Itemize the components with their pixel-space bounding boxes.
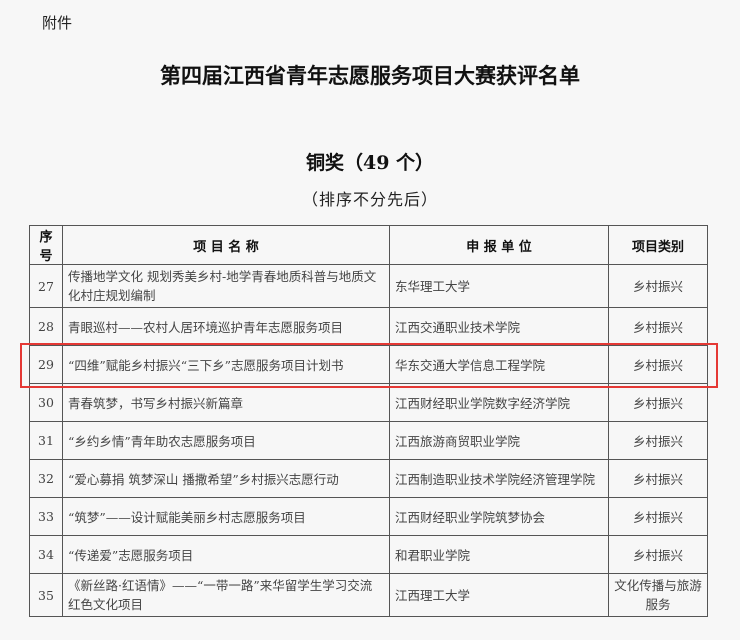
project-category: 乡村振兴 (608, 345, 708, 384)
document-title: 第四届江西省青年志愿服务项目大赛获评名单 (160, 63, 580, 88)
applicant-unit: 江西理工大学 (389, 573, 609, 617)
project-name: “四维”赋能乡村振兴“三下乡”志愿服务项目计划书 (62, 345, 390, 384)
attachment-label: 附件 (42, 14, 73, 32)
project-name: 《新丝路·红语情》——“一带一路”来华留学生学习交流红色文化项目 (62, 573, 390, 617)
project-name: “筑梦”——设计赋能美丽乡村志愿服务项目 (62, 497, 390, 536)
table-row: 32 “爱心募捐 筑梦深山 播撒希望”乡村振兴志愿行动 江西制造职业技术学院经济管理… (29, 459, 708, 498)
applicant-unit: 江西制造职业技术学院经济管理学院 (389, 459, 609, 498)
applicant-unit: 江西交通职业技术学院 (389, 307, 609, 346)
row-number: 27 (29, 264, 63, 308)
row-number: 30 (29, 383, 63, 422)
project-category: 乡村振兴 (608, 535, 708, 574)
project-name: “爱心募捐 筑梦深山 播撒希望”乡村振兴志愿行动 (62, 459, 390, 498)
row-number: 32 (29, 459, 63, 498)
project-category: 乡村振兴 (608, 459, 708, 498)
table-row: 28 青眼巡村——农村人居环境巡护青年志愿服务项目 江西交通职业技术学院 乡村振兴 (29, 307, 708, 346)
project-name: “传递爱”志愿服务项目 (62, 535, 390, 574)
applicant-unit: 江西旅游商贸职业学院 (389, 421, 609, 460)
header-unit: 申 报 单 位 (389, 225, 609, 265)
applicant-unit: 东华理工大学 (389, 264, 609, 308)
applicant-unit: 江西财经职业学院筑梦协会 (389, 497, 609, 536)
table-row: 31 “乡约乡情”青年助农志愿服务项目 江西旅游商贸职业学院 乡村振兴 (29, 421, 708, 460)
table-row: 29 “四维”赋能乡村振兴“三下乡”志愿服务项目计划书 华东交通大学信息工程学院 乡村… (29, 345, 708, 384)
row-number: 35 (29, 573, 63, 617)
table-row: 30 青春筑梦，书写乡村振兴新篇章 江西财经职业学院数字经济学院 乡村振兴 (29, 383, 708, 422)
project-category: 乡村振兴 (608, 264, 708, 308)
header-number: 序号 (29, 225, 63, 265)
table-header-row: 序号 项 目 名 称 申 报 单 位 项目类别 (29, 225, 708, 265)
row-number: 33 (29, 497, 63, 536)
applicant-unit: 江西财经职业学院数字经济学院 (389, 383, 609, 422)
project-category: 乡村振兴 (608, 307, 708, 346)
row-number: 29 (29, 345, 63, 384)
table-row: 27 传播地学文化 规划秀美乡村-地学青春地质科普与地质文化村庄规划编制 东华理工大… (29, 264, 708, 308)
table-row: 35 《新丝路·红语情》——“一带一路”来华留学生学习交流红色文化项目 江西理工大学… (29, 573, 708, 617)
award-heading: 铜奖（49 个） (305, 152, 435, 174)
project-category: 文化传播与旅游服务 (608, 573, 708, 617)
project-category: 乡村振兴 (608, 383, 708, 422)
order-note: （排序不分先后） (301, 190, 438, 209)
applicant-unit: 华东交通大学信息工程学院 (389, 345, 609, 384)
header-category: 项目类别 (608, 225, 708, 265)
project-name: 青春筑梦，书写乡村振兴新篇章 (62, 383, 390, 422)
project-name: 传播地学文化 规划秀美乡村-地学青春地质科普与地质文化村庄规划编制 (62, 264, 390, 308)
row-number: 31 (29, 421, 63, 460)
award-table: 序号 项 目 名 称 申 报 单 位 项目类别 27 传播地学文化 规划秀美乡村-… (29, 225, 708, 617)
project-name: 青眼巡村——农村人居环境巡护青年志愿服务项目 (62, 307, 390, 346)
table-row: 33 “筑梦”——设计赋能美丽乡村志愿服务项目 江西财经职业学院筑梦协会 乡村振兴 (29, 497, 708, 536)
row-number: 34 (29, 535, 63, 574)
header-project-name: 项 目 名 称 (62, 225, 390, 265)
applicant-unit: 和君职业学院 (389, 535, 609, 574)
project-category: 乡村振兴 (608, 421, 708, 460)
project-name: “乡约乡情”青年助农志愿服务项目 (62, 421, 390, 460)
project-category: 乡村振兴 (608, 497, 708, 536)
table-row: 34 “传递爱”志愿服务项目 和君职业学院 乡村振兴 (29, 535, 708, 574)
row-number: 28 (29, 307, 63, 346)
